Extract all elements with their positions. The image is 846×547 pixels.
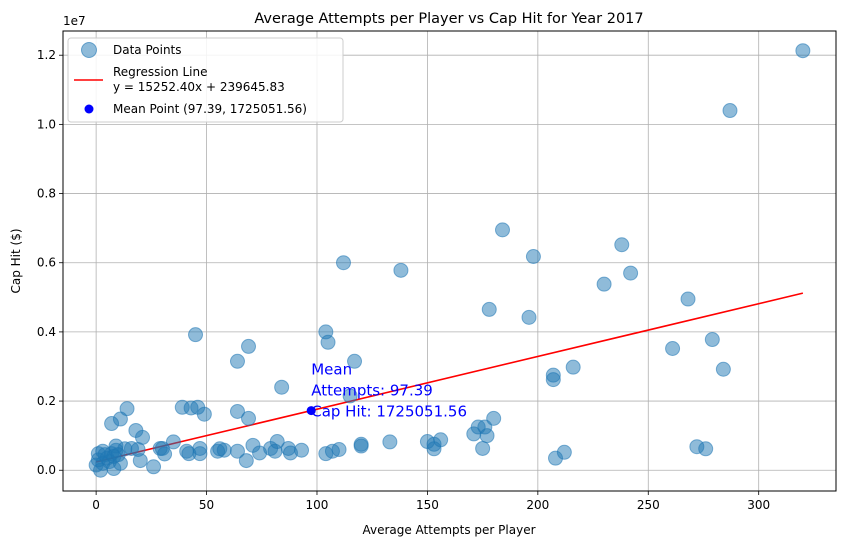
x-tick-label: 100 — [306, 498, 329, 512]
data-point — [353, 436, 369, 452]
data-point — [342, 388, 358, 404]
data-point — [722, 103, 738, 119]
data-point — [192, 440, 208, 456]
mean-annotation-line: Cap Hit: 1725051.56 — [311, 403, 467, 421]
data-point — [521, 309, 537, 325]
data-point — [556, 444, 572, 460]
data-points — [88, 43, 811, 478]
plot-frame — [62, 30, 837, 492]
data-point — [331, 441, 347, 457]
data-point — [320, 334, 336, 350]
data-point — [241, 410, 257, 426]
data-point — [119, 401, 135, 417]
legend: Data Points Regression Line y = 15252.40… — [67, 37, 344, 123]
y-tick-label: 0.8 — [37, 187, 56, 201]
mean-point-group — [306, 406, 316, 416]
data-point — [229, 443, 245, 459]
x-axis-label: Average Attempts per Player — [362, 523, 535, 537]
data-point — [382, 434, 398, 450]
x-tick-label: 0 — [92, 498, 100, 512]
data-point — [294, 442, 310, 458]
data-point — [347, 353, 363, 369]
legend-label-regression: Regression Line — [113, 65, 207, 79]
regression-line — [95, 292, 804, 463]
regression-line-group — [95, 292, 804, 463]
legend-label-mean-point: Mean Point (97.39, 1725051.56) — [113, 102, 307, 116]
data-point — [112, 455, 128, 471]
data-point — [135, 429, 151, 445]
data-point — [486, 410, 502, 426]
data-point — [545, 372, 561, 388]
data-point — [157, 446, 173, 462]
mean-annotation-line: Attempts: 97.39 — [311, 382, 433, 400]
data-point — [475, 440, 491, 456]
data-point — [229, 403, 245, 419]
data-point — [704, 332, 720, 348]
legend-label-data-points: Data Points — [113, 43, 182, 57]
y-tick-label: 0.4 — [37, 325, 56, 339]
data-point — [238, 453, 254, 469]
legend-box — [67, 37, 344, 123]
data-point — [495, 222, 511, 238]
data-point — [393, 262, 409, 278]
data-point — [680, 291, 696, 307]
data-point — [623, 265, 639, 281]
mean-annotation-line: Mean — [311, 361, 352, 379]
grid-lines — [63, 31, 836, 491]
data-point — [795, 43, 811, 59]
data-point — [665, 341, 681, 357]
data-point — [596, 276, 612, 292]
data-point — [715, 361, 731, 377]
data-point — [146, 459, 162, 475]
data-point — [132, 453, 148, 469]
y-tick-label: 1.0 — [37, 117, 56, 131]
y-tick-label: 0.0 — [37, 463, 56, 477]
mean-annotation: Mean Attempts: 97.39 Cap Hit: 1725051.56 — [311, 361, 467, 421]
y-axis-ticks: 0.0 0.2 0.4 0.6 0.8 1.0 1.2 — [37, 48, 63, 477]
x-tick-label: 50 — [199, 498, 214, 512]
data-point — [525, 249, 541, 265]
legend-marker-mean-point — [84, 104, 94, 114]
x-tick-label: 150 — [416, 498, 439, 512]
data-point — [216, 442, 232, 458]
data-point — [698, 441, 714, 457]
x-tick-label: 300 — [747, 498, 770, 512]
data-point — [165, 434, 181, 450]
data-point — [241, 338, 257, 354]
data-point — [196, 406, 212, 422]
data-point — [229, 353, 245, 369]
data-point — [188, 327, 204, 343]
x-tick-label: 200 — [526, 498, 549, 512]
chart-title: Average Attempts per Player vs Cap Hit f… — [254, 11, 643, 27]
data-point — [614, 237, 630, 253]
data-point — [269, 434, 285, 450]
y-tick-label: 0.2 — [37, 394, 56, 408]
data-point — [335, 255, 351, 271]
data-point — [565, 359, 581, 375]
y-tick-label: 1.2 — [37, 48, 56, 62]
data-point — [479, 428, 495, 444]
legend-label-regression-equation: y = 15252.40x + 239645.83 — [113, 80, 285, 94]
y-axis-multiplier: 1e7 — [63, 14, 86, 28]
data-point — [433, 432, 449, 448]
x-axis-ticks: 0 50 100 150 200 250 300 — [92, 491, 770, 512]
y-axis-label: Cap Hit ($) — [9, 228, 23, 293]
mean-point — [306, 406, 316, 416]
data-point — [481, 301, 497, 317]
legend-marker-data-points — [81, 42, 97, 58]
y-tick-label: 0.6 — [37, 256, 56, 270]
data-point — [274, 379, 290, 395]
x-tick-label: 250 — [637, 498, 660, 512]
